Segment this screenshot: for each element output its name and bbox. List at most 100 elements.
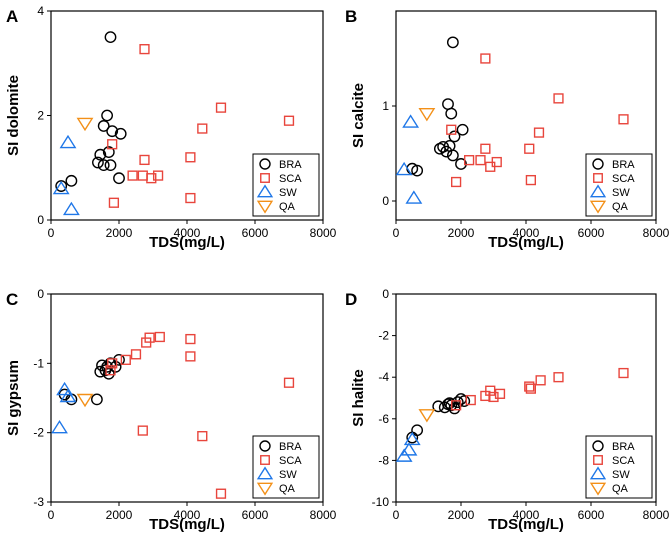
legend-marker-qa [589,200,607,214]
data-point-bra [446,36,459,49]
data-point-sca [618,367,629,379]
data-point-sca [120,354,131,365]
legend-marker-sw [589,184,607,198]
y-tick-label: -10 [372,495,390,509]
legend-marker-bra [259,158,271,170]
data-point-sca [464,155,475,166]
data-point-bra [97,120,110,132]
data-point-sw [395,161,413,176]
y-tick-label: 4 [37,4,44,18]
y-tick-label: 0 [382,194,389,208]
x-tick-label: 6000 [242,508,269,522]
data-point-sca [618,114,629,125]
x-axis-title: TDS(mg/L) [488,516,564,533]
legend-marker-sca [260,173,270,183]
data-point-sca [137,425,148,436]
legend-label-qa: QA [279,483,296,495]
y-axis-title: SI calcite [350,83,367,148]
legend-marker-sw [256,184,274,198]
legend-label-sw: SW [279,469,297,481]
legend-label-bra: BRA [612,441,635,453]
x-tick-label: 8000 [310,226,337,240]
data-point-sw [405,190,423,204]
data-point-sca [475,155,486,166]
legend: BRA SCA SW QA [585,435,653,499]
series-sw [51,381,77,434]
data-point-sca [446,124,457,135]
y-tick-label: -3 [33,495,44,509]
x-tick-label: 6000 [578,508,605,522]
legend-marker-qa [256,482,274,496]
data-point-sca [535,375,546,386]
legend-box [585,153,653,217]
data-point-sca [197,431,208,442]
data-point-bra [113,353,125,366]
data-point-sw [52,180,70,195]
data-point-sca [108,197,120,208]
y-tick-label: -6 [378,412,389,426]
series-sca [105,331,295,499]
data-point-sca [451,400,462,411]
panel-letter: C [6,290,18,309]
data-point-bra [446,149,459,162]
data-point-sca [553,372,564,383]
data-point-sca [141,337,152,348]
x-axis-title: TDS(mg/L) [149,234,225,251]
data-point-bra [94,148,107,161]
x-tick-label: 6000 [578,226,605,240]
series-qa [76,117,94,132]
legend-box [252,435,320,499]
data-point-bra [99,364,112,377]
data-point-sca [525,174,536,186]
data-point-sca [152,170,164,181]
data-point-sca [283,115,295,126]
data-point-sca [485,385,496,396]
x-tick-label: 0 [48,226,55,240]
data-point-bra [445,399,458,412]
data-point-sca [146,173,157,184]
data-point-bra [433,142,446,155]
x-tick-label: 0 [48,508,55,522]
data-point-qa [76,393,94,408]
data-point-bra [456,123,469,136]
x-tick-label: 8000 [310,508,337,522]
data-point-bra [92,156,104,169]
data-point-sw [51,419,68,434]
legend-marker-qa [589,482,607,496]
panel-letter: A [6,7,18,26]
data-point-bra [104,159,117,172]
data-point-sca [197,123,208,134]
legend-marker-bra [259,440,271,452]
data-point-sca [465,394,476,406]
legend-label-sca: SCA [612,455,635,467]
data-point-sca [105,365,116,376]
y-tick-label: -2 [378,329,389,343]
x-tick-label: 4000 [174,226,201,240]
x-axis-title: TDS(mg/L) [149,516,225,533]
data-point-bra [443,397,456,410]
data-point-sca [525,383,536,394]
legend-label-bra: BRA [612,159,635,171]
legend-marker-bra [592,440,604,452]
data-point-sca [215,488,227,499]
data-point-qa [418,409,436,423]
data-point-sca [107,358,118,369]
x-tick-label: 2000 [448,226,475,240]
data-point-qa [76,117,94,132]
chart-panel-b: B 0 2000 4000 6000 8000 0 1 TDS(mg/L) SI calcite B… [345,7,670,251]
data-point-sca [185,152,196,163]
x-tick-label: 2000 [106,508,133,522]
data-point-bra [113,172,125,185]
y-tick-label: -4 [378,370,389,384]
legend-marker-bra [592,158,604,170]
x-tick-label: 4000 [513,226,540,240]
data-point-sca [185,351,196,362]
data-point-sca [553,93,564,104]
legend-marker-sca [260,455,270,465]
data-point-sca [494,388,506,399]
data-point-bra [411,424,424,437]
series-qa [418,108,436,122]
data-point-sw [59,388,77,403]
data-point-sca [127,170,138,181]
x-tick-label: 8000 [643,226,670,240]
